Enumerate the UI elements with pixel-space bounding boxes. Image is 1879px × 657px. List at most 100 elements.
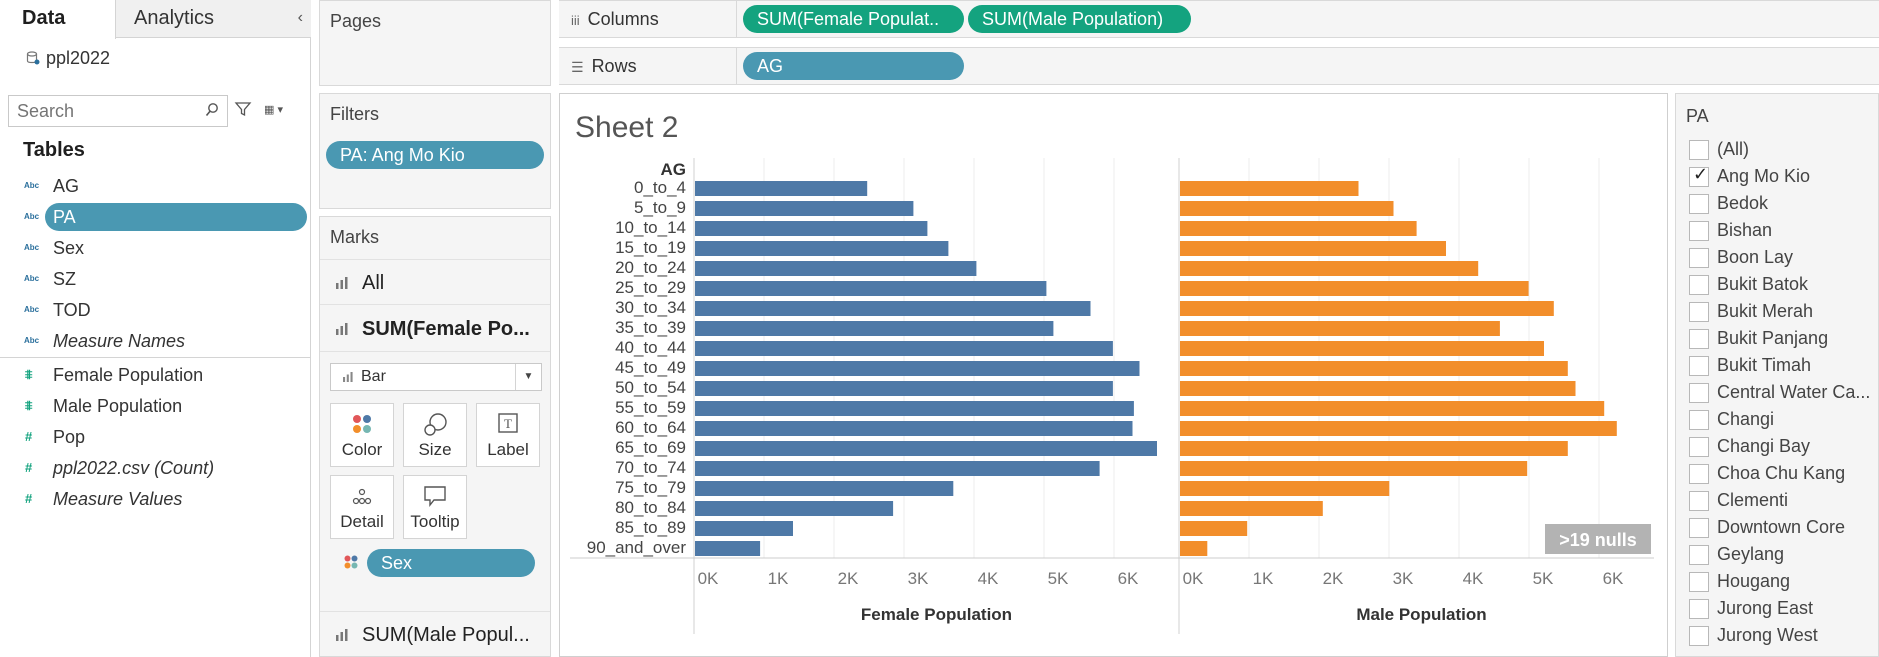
- pa-filter-option[interactable]: Clementi: [1689, 489, 1878, 515]
- checkbox[interactable]: [1689, 626, 1709, 646]
- checkbox[interactable]: [1689, 437, 1709, 457]
- field-pa[interactable]: Abc PA: [0, 202, 311, 232]
- field-sz[interactable]: Abc SZ: [0, 264, 311, 294]
- male-bar[interactable]: [1180, 321, 1500, 336]
- pa-filter-option[interactable]: Changi: [1689, 408, 1878, 434]
- male-bar[interactable]: [1180, 461, 1528, 476]
- female-bar[interactable]: [695, 441, 1157, 456]
- female-bar[interactable]: [695, 321, 1054, 336]
- checkbox[interactable]: [1689, 410, 1709, 430]
- pa-filter-option[interactable]: Boon Lay: [1689, 246, 1878, 272]
- pa-filter-option[interactable]: Bukit Batok: [1689, 273, 1878, 299]
- filter-icon[interactable]: [234, 100, 252, 118]
- male-bar[interactable]: [1180, 421, 1617, 436]
- field-measure-values[interactable]: # Measure Values: [0, 484, 311, 514]
- male-bar[interactable]: [1180, 201, 1394, 216]
- field-measure-names[interactable]: Abc Measure Names: [0, 326, 311, 356]
- female-bar[interactable]: [695, 281, 1047, 296]
- checkbox[interactable]: [1689, 491, 1709, 511]
- search-box[interactable]: [8, 95, 228, 127]
- male-bar[interactable]: [1180, 501, 1323, 516]
- male-bar[interactable]: [1180, 261, 1479, 276]
- pa-filter-option[interactable]: Bedok: [1689, 192, 1878, 218]
- collapse-pane-icon[interactable]: ‹: [297, 9, 303, 26]
- checkbox[interactable]: [1689, 302, 1709, 322]
- female-bar[interactable]: [695, 481, 954, 496]
- pa-filter-option[interactable]: Geylang: [1689, 543, 1878, 569]
- nulls-indicator[interactable]: [1545, 524, 1651, 554]
- field-count[interactable]: # ppl2022.csv (Count): [0, 453, 311, 483]
- female-bar[interactable]: [695, 401, 1134, 416]
- datasource[interactable]: ppl2022: [26, 48, 110, 69]
- tab-data[interactable]: Data: [0, 0, 116, 39]
- pa-filter-option[interactable]: Bishan: [1689, 219, 1878, 245]
- marks-row-male[interactable]: SUM(Male Popul...: [320, 611, 550, 657]
- checkbox[interactable]: ✓: [1689, 164, 1709, 187]
- female-bar[interactable]: [695, 181, 868, 196]
- columns-pill-male[interactable]: SUM(Male Population): [968, 5, 1191, 33]
- female-bar[interactable]: [695, 301, 1091, 316]
- female-bar[interactable]: [695, 501, 894, 516]
- color-button[interactable]: Color: [330, 403, 394, 467]
- field-ag[interactable]: Abc AG: [0, 171, 311, 201]
- checkbox[interactable]: [1689, 221, 1709, 241]
- population-pyramid-chart[interactable]: AG0_to_45_to_910_to_1415_to_1920_to_2425…: [560, 94, 1667, 656]
- checkbox[interactable]: [1689, 140, 1709, 160]
- pages-card[interactable]: Pages: [319, 0, 551, 86]
- pa-filter-option[interactable]: Jurong East: [1689, 597, 1878, 623]
- pa-filter-option[interactable]: (All): [1689, 138, 1878, 164]
- pa-filter-option[interactable]: Choa Chu Kang: [1689, 462, 1878, 488]
- male-bar[interactable]: [1180, 541, 1208, 556]
- checkbox[interactable]: [1689, 383, 1709, 403]
- rows-pill-ag[interactable]: AG: [743, 52, 964, 80]
- female-bar[interactable]: [695, 521, 793, 536]
- male-bar[interactable]: [1180, 521, 1248, 536]
- pa-filter-option[interactable]: Changi Bay: [1689, 435, 1878, 461]
- view-options-icon[interactable]: ▦ ▾: [264, 104, 283, 116]
- filter-pill-pa[interactable]: PA: Ang Mo Kio: [326, 141, 544, 169]
- checkbox[interactable]: [1689, 194, 1709, 214]
- female-bar[interactable]: [695, 361, 1140, 376]
- columns-pill-female[interactable]: SUM(Female Populat..: [743, 5, 964, 33]
- male-bar[interactable]: [1180, 301, 1554, 316]
- field-sex[interactable]: Abc Sex: [0, 233, 311, 263]
- pa-filter-option[interactable]: Downtown Core: [1689, 516, 1878, 542]
- field-tod[interactable]: Abc TOD: [0, 295, 311, 325]
- tooltip-button[interactable]: Tooltip: [403, 475, 467, 539]
- female-bar[interactable]: [695, 201, 914, 216]
- female-bar[interactable]: [695, 381, 1113, 396]
- female-bar[interactable]: [695, 221, 928, 236]
- size-button[interactable]: Size: [403, 403, 467, 467]
- marks-row-all[interactable]: All: [320, 259, 550, 305]
- search-input[interactable]: [9, 96, 189, 126]
- checkbox[interactable]: [1689, 572, 1709, 592]
- male-bar[interactable]: [1180, 221, 1417, 236]
- male-bar[interactable]: [1180, 281, 1529, 296]
- pa-filter-option[interactable]: Hougang: [1689, 570, 1878, 596]
- marks-row-female[interactable]: SUM(Female Po...: [320, 306, 550, 352]
- label-button[interactable]: T Label: [476, 403, 540, 467]
- mark-type-dropdown[interactable]: Bar ▼: [330, 363, 542, 391]
- male-bar[interactable]: [1180, 181, 1359, 196]
- columns-shelf[interactable]: iii Columns SUM(Female Populat.. SUM(Male…: [559, 0, 1879, 38]
- female-bar[interactable]: [695, 541, 761, 556]
- rows-shelf[interactable]: ☰ Rows AG: [559, 47, 1879, 85]
- color-pill-sex[interactable]: Sex: [367, 549, 535, 577]
- checkbox[interactable]: [1689, 545, 1709, 565]
- female-bar[interactable]: [695, 241, 949, 256]
- checkbox[interactable]: [1689, 275, 1709, 295]
- male-bar[interactable]: [1180, 361, 1568, 376]
- female-bar[interactable]: [695, 341, 1113, 356]
- male-bar[interactable]: [1180, 241, 1446, 256]
- detail-button[interactable]: Detail: [330, 475, 394, 539]
- male-bar[interactable]: [1180, 341, 1544, 356]
- checkbox[interactable]: [1689, 599, 1709, 619]
- pa-filter-option[interactable]: Bukit Merah: [1689, 300, 1878, 326]
- female-bar[interactable]: [695, 421, 1133, 436]
- checkbox[interactable]: [1689, 464, 1709, 484]
- pa-filter-option[interactable]: ✓ Ang Mo Kio: [1689, 164, 1878, 191]
- pa-filter-option[interactable]: Bukit Timah: [1689, 354, 1878, 380]
- pa-filter-option[interactable]: Central Water Ca...: [1689, 381, 1878, 407]
- pa-filter-option[interactable]: Bukit Panjang: [1689, 327, 1878, 353]
- field-pop[interactable]: # Pop: [0, 422, 311, 452]
